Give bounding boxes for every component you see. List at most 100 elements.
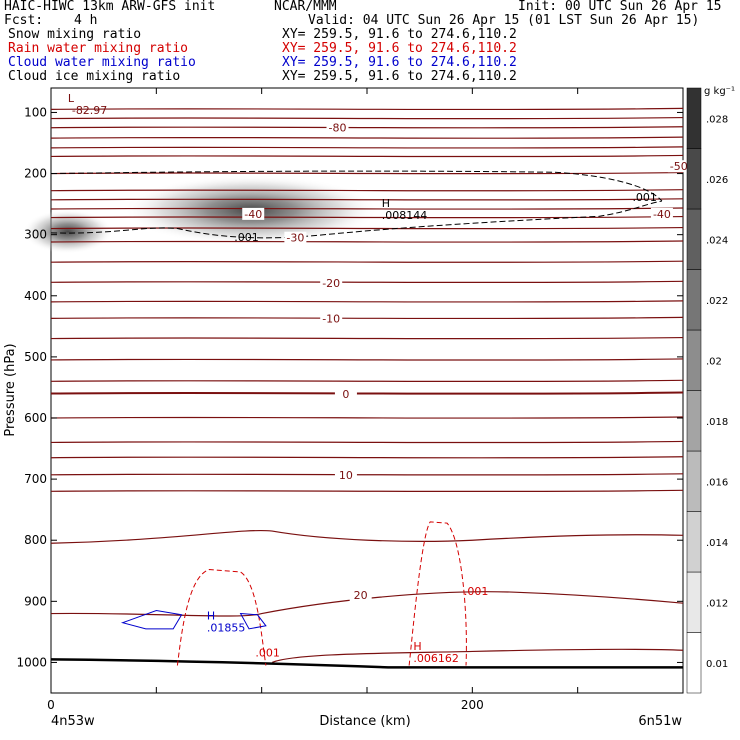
temp-contour-label: -10 [322,312,340,325]
org-label: NCAR/MMM [274,0,337,14]
temp-contour [50,240,684,243]
x-right-endpoint: 6n51w [638,714,682,729]
temperature-contours [50,107,684,669]
colorbar-label: .024 [706,235,728,246]
contour-value: .001 [632,191,657,204]
temp-contour [50,189,684,192]
temp-label-bg [320,276,343,289]
init-time: Init: 00 UTC Sun 26 Apr 15 [518,0,722,14]
temp-contour [50,456,684,459]
temp-label-bg [334,468,357,481]
temp-contour [50,146,684,149]
cloud-water-contour [239,612,267,630]
temp-contour [50,198,684,201]
temp-contour-label: -40 [653,208,671,221]
colorbar-segment [686,208,702,270]
colorbar-label: .014 [706,538,728,549]
colorbar-label: .02 [706,356,722,367]
snow-secondary-core [22,209,113,254]
cloud-water-contour [120,609,183,630]
temp-contour [50,207,684,210]
colorbar-label: .016 [706,477,728,488]
colorbar-segment [686,571,702,633]
colorbar-label: .018 [706,417,728,428]
contour-value: .001 [464,585,489,598]
colorbar-label: .012 [706,598,728,609]
rain-contour [408,521,467,666]
low-marker: L [68,92,75,105]
temp-label-bg [284,231,307,244]
y-axis-label: Pressure (hPa) [3,343,18,436]
field-cloudice-xy: XY= 259.5, 91.6 to 274.6,110.2 [282,69,517,84]
temp-contour [50,226,684,230]
high-value: .006162 [413,652,459,665]
temp-contour [50,316,684,320]
temp-contour-label: -40 [244,208,262,221]
plot-frame [50,87,684,694]
temp-label-bg [334,388,357,401]
temp-contour [50,300,684,303]
temp-contour-label: -50 [670,160,688,173]
y-tick-label: 1000 [16,655,47,669]
contour-value: .001 [234,231,259,244]
temp-label-bg [320,312,343,325]
temp-contour [50,116,684,120]
contour-labels: -80-50-40 -40-30-20-1001020L-82.97H.00814… [68,92,690,665]
temp-contour [50,107,684,111]
temp-contour-label: -80 [329,122,347,135]
field-snow-xy: XY= 259.5, 91.6 to 274.6,110.2 [282,27,517,42]
x-left-endpoint: 4n53w [51,714,95,729]
y-tick-label: 900 [24,594,47,608]
temp-contour-label: 10 [339,469,353,482]
temp-contour [50,171,684,175]
x-tick-label: 200 [461,698,484,712]
x-tick-label: 0 [47,698,55,712]
temp-contour [50,136,684,139]
temp-contour [50,126,684,129]
temp-contour [50,529,684,544]
y-tick-label: 100 [24,105,47,119]
temp-contour [50,440,684,444]
colorbar-segment [686,87,702,149]
temp-contour [50,215,684,219]
field-snow-name: Snow mixing ratio [8,27,142,42]
temp-contour [50,358,684,361]
valid-time: Valid: 04 UTC Sun 26 Apr 15 (01 LST Sun … [308,13,700,28]
field-cloudwater-xy: XY= 259.5, 91.6 to 274.6,110.2 [282,55,517,70]
temp-contour [50,260,684,263]
high-value: .008144 [382,209,428,222]
colorbar-segment [686,329,702,391]
y-tick-label: 700 [24,472,47,486]
temp-contour [50,379,684,383]
high-marker: H [413,640,421,653]
colorbar-segment [686,632,702,694]
temp-contour [50,416,684,419]
field-cloudice-name: Cloud ice mixing ratio [8,69,181,84]
colorbar: 0.01 .012 .014 .016 .018 .02 .022 .024 .026 .028 [686,87,728,694]
colorbar-label: .026 [706,175,728,186]
surface-line [50,658,683,669]
fcst-value: 4 h [74,13,98,28]
colorbar-label: .028 [706,114,728,125]
y-tick-label: 300 [24,228,47,242]
temp-contour [50,489,684,493]
y-tick-label: 400 [24,289,47,303]
high-marker: H [382,197,390,210]
field-cloudwater-name: Cloud water mixing ratio [8,55,196,70]
contour-value: .001 [255,646,280,659]
y-tick-label: 800 [24,533,47,547]
temp-contour-label: -20 [322,277,340,290]
y-tick-label: 500 [24,350,47,364]
temp-contour [50,154,684,158]
temp-contour [50,336,684,340]
temp-contour-label: 20 [354,589,368,602]
high-value: .01855 [207,622,246,635]
colorbar-label: 0.01 [706,659,728,670]
colorbar-segment [686,390,702,452]
temp-contour [50,473,684,476]
temp-contour-label: 0 [342,388,349,401]
x-axis-label: Distance (km) [319,714,410,729]
fcst-label: Fcst: [4,13,44,28]
